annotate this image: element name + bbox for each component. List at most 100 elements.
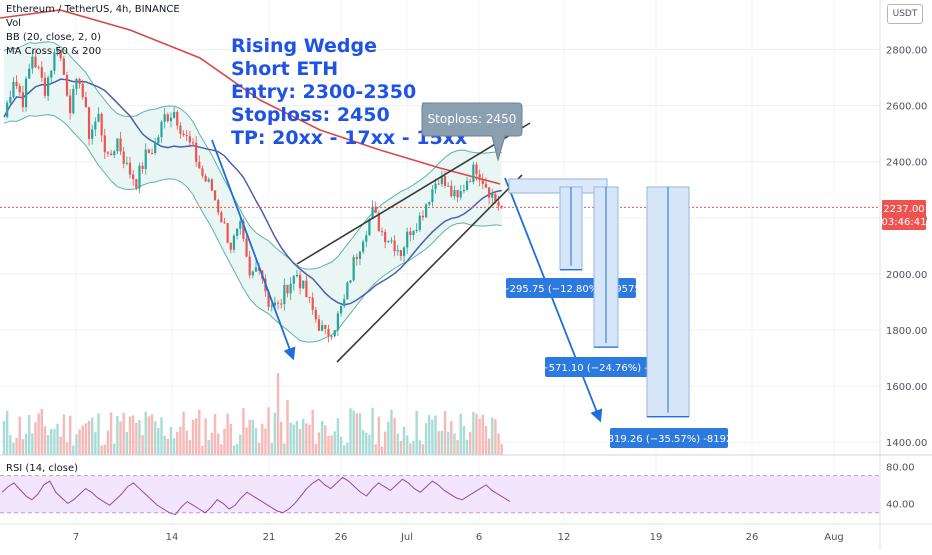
volume-bar xyxy=(409,443,412,455)
volume-bar xyxy=(28,414,31,455)
volume-bar xyxy=(18,416,21,455)
candle xyxy=(412,230,415,236)
candle xyxy=(113,151,116,156)
annotation-line-2: Short ETH xyxy=(231,58,338,80)
volume-bar xyxy=(242,408,245,455)
candle xyxy=(179,125,182,134)
volume-bar xyxy=(314,443,318,455)
volume-bar xyxy=(43,426,47,455)
candle xyxy=(295,274,299,277)
volume-bar xyxy=(456,440,459,455)
candle xyxy=(462,189,465,192)
candle xyxy=(289,283,292,294)
volume-bar xyxy=(390,409,393,455)
candle xyxy=(236,228,239,236)
candle xyxy=(229,242,232,250)
candle xyxy=(390,240,393,242)
price-tick: 1800.00 xyxy=(886,326,927,337)
volume-bar xyxy=(396,433,399,455)
candle xyxy=(43,77,47,96)
volume-bar xyxy=(2,421,6,455)
candle xyxy=(349,280,352,283)
volume-bar xyxy=(317,432,321,455)
candle xyxy=(18,85,21,93)
candle xyxy=(6,102,9,117)
volume-bar xyxy=(50,428,53,455)
candle xyxy=(500,205,503,208)
volume-bar xyxy=(346,442,349,455)
candle xyxy=(239,221,242,229)
volume-bar xyxy=(34,422,37,455)
volume-bar xyxy=(157,428,160,455)
candle xyxy=(396,250,399,252)
volume-bar xyxy=(352,410,355,455)
candle xyxy=(317,319,321,331)
candle xyxy=(21,92,24,108)
volume-bar xyxy=(12,442,15,455)
candle xyxy=(254,267,258,272)
volume-bar xyxy=(59,436,62,455)
currency-badge[interactable]: USDT xyxy=(887,4,923,24)
volume-bar xyxy=(264,428,267,455)
vol-legend[interactable]: Vol xyxy=(6,18,21,29)
candle xyxy=(122,151,125,164)
time-tick: Jul xyxy=(400,532,413,543)
annotation-line-4: Stoploss: 2450 xyxy=(231,104,390,126)
volume-bar xyxy=(150,414,154,455)
volume-bar xyxy=(453,433,456,455)
rsi-label: RSI (14, close) xyxy=(6,463,78,474)
volume-bar xyxy=(204,418,207,455)
candle xyxy=(163,114,166,122)
candle xyxy=(144,149,147,169)
volume-bar xyxy=(179,426,182,455)
candle xyxy=(431,189,434,202)
candle xyxy=(418,215,421,230)
volume-bar xyxy=(53,429,56,455)
candle xyxy=(138,165,141,189)
volume-bar xyxy=(166,438,169,455)
volume-bar xyxy=(232,445,236,455)
volume-bar xyxy=(103,444,106,455)
candle xyxy=(201,168,204,176)
candle xyxy=(185,135,188,137)
volume-bar xyxy=(100,445,103,455)
ma-cross-legend[interactable]: MA Cross 50 & 200 xyxy=(6,46,102,57)
rsi-tick: 80.00 xyxy=(886,462,915,473)
volume-bar xyxy=(305,423,308,455)
candle xyxy=(276,302,280,304)
candle xyxy=(286,284,289,294)
volume-bar xyxy=(109,412,113,455)
candle xyxy=(141,165,144,169)
volume-bar xyxy=(182,411,185,455)
volume-bar xyxy=(361,430,365,455)
trade-label-1: −295.75 (−12.80%) -29575 xyxy=(501,284,640,295)
candle xyxy=(283,284,286,305)
bb-legend[interactable]: BB (20, close, 2, 0) xyxy=(6,32,101,43)
candle xyxy=(327,328,330,336)
candle xyxy=(207,179,210,182)
candle xyxy=(377,212,380,232)
candle xyxy=(91,129,94,139)
candle xyxy=(232,235,236,250)
volume-bar xyxy=(421,444,425,455)
candle xyxy=(176,112,179,126)
volume-bar xyxy=(497,433,500,455)
volume-bar xyxy=(380,446,384,455)
volume-bar xyxy=(198,409,201,455)
candle xyxy=(491,193,494,198)
annotation-line-5: TP: 20xx - 17xx - 15xx xyxy=(231,127,467,149)
volume-bar xyxy=(377,416,381,455)
volume-bar xyxy=(487,438,491,455)
volume-bar xyxy=(491,417,494,455)
volume-bar xyxy=(374,444,377,455)
candle xyxy=(314,309,317,320)
volume-bar xyxy=(302,418,305,455)
volume-bar xyxy=(169,426,173,455)
volume-bar xyxy=(365,432,368,455)
candle xyxy=(169,117,173,122)
candle xyxy=(75,78,78,89)
candle xyxy=(425,204,428,218)
candle xyxy=(465,180,469,190)
